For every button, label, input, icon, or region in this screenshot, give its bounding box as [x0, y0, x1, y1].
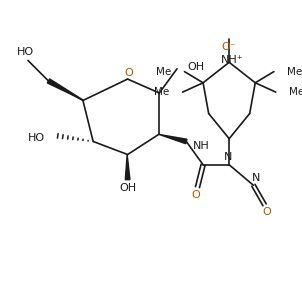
Text: Me: Me	[156, 67, 172, 77]
Text: O: O	[124, 67, 133, 78]
Text: O: O	[191, 189, 200, 200]
Text: NH⁺: NH⁺	[221, 55, 243, 65]
Text: OH: OH	[187, 62, 204, 72]
Text: OH: OH	[119, 183, 136, 193]
Polygon shape	[47, 79, 83, 100]
Text: HO: HO	[17, 47, 34, 57]
Text: NH: NH	[193, 141, 210, 151]
Polygon shape	[125, 155, 130, 180]
Text: N: N	[224, 152, 233, 162]
Text: O: O	[262, 207, 271, 217]
Text: O⁻: O⁻	[222, 42, 236, 52]
Text: N: N	[252, 173, 260, 183]
Text: Me: Me	[154, 87, 169, 97]
Polygon shape	[159, 134, 187, 144]
Text: Me: Me	[287, 67, 302, 77]
Text: HO: HO	[27, 133, 45, 143]
Text: Me: Me	[289, 87, 302, 97]
